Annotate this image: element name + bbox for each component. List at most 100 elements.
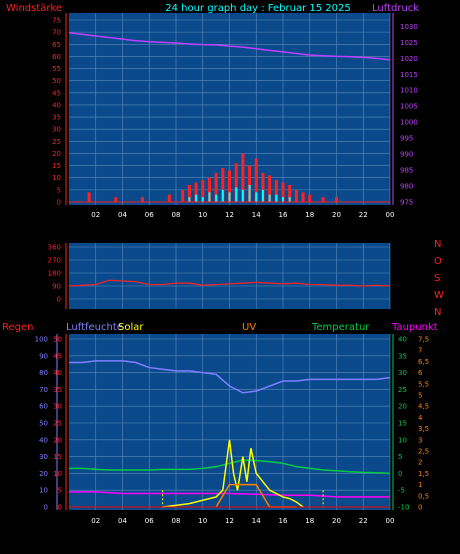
panel1-left-tick: 35 bbox=[52, 114, 61, 122]
panel1-x-tick: 22 bbox=[359, 211, 368, 219]
panel1-left-tick: 50 bbox=[52, 77, 61, 85]
wind-bar bbox=[207, 177, 211, 202]
panel3-temp-tick: 0 bbox=[398, 470, 402, 478]
wind-direction-line bbox=[68, 279, 391, 287]
rain-label: Regen bbox=[2, 322, 34, 333]
panel3-uv-tick: 1,5 bbox=[418, 470, 429, 478]
panel3-rain-tick: 25 bbox=[53, 420, 62, 428]
panel2-compass-label: S bbox=[434, 273, 440, 284]
panel3-uv-tick: 5,5 bbox=[418, 380, 429, 388]
uv-label: UV bbox=[242, 322, 256, 333]
panel3-left-tick: 90 bbox=[39, 352, 48, 360]
gust-bar bbox=[288, 197, 291, 202]
panel1-x-tick: 14 bbox=[252, 211, 261, 219]
panel3-temp-tick: 40 bbox=[398, 336, 407, 344]
panel3-rain-tick: 5 bbox=[58, 487, 62, 495]
panel1-left-tick: 20 bbox=[52, 150, 61, 158]
panel3-x-tick: 02 bbox=[91, 517, 100, 525]
dewpoint-label: Taupunkt bbox=[391, 322, 438, 333]
solar-line bbox=[162, 439, 304, 508]
panel2-left-tick: 90 bbox=[52, 283, 61, 291]
wind-bar bbox=[234, 163, 238, 202]
panel1-right-tick: 980 bbox=[400, 183, 413, 191]
panel1-right-tick: 1005 bbox=[400, 103, 418, 111]
panel3-uv-tick: 3,5 bbox=[418, 425, 429, 433]
panel1-right-tick: 995 bbox=[400, 135, 413, 143]
panel3-rain-tick: 30 bbox=[53, 403, 62, 411]
wind-bar bbox=[201, 180, 205, 202]
wind-bar bbox=[167, 194, 171, 202]
panel3-uv-tick: 2 bbox=[418, 459, 422, 467]
panel3-x-tick: 18 bbox=[305, 517, 314, 525]
wind-bar bbox=[248, 165, 252, 202]
left-axis-title: Windstärke bbox=[6, 3, 62, 14]
gust-bar bbox=[208, 192, 211, 202]
panel3-uv-tick: 7 bbox=[418, 347, 422, 355]
panel3-left-tick: 0 bbox=[44, 504, 48, 512]
panel1-left-tick: 55 bbox=[52, 65, 61, 73]
panel1-x-tick: 12 bbox=[225, 211, 234, 219]
panel3-uv-tick: 0,5 bbox=[418, 492, 429, 500]
wind-bar bbox=[87, 192, 91, 202]
panel3-uv-tick: 5 bbox=[418, 392, 422, 400]
panel3-temp-tick: 10 bbox=[398, 436, 407, 444]
panel1-left-tick: 15 bbox=[52, 162, 61, 170]
panel3-left-tick: 100 bbox=[35, 336, 48, 344]
humidity-label: Luftfeuchte bbox=[66, 322, 123, 333]
gust-bar bbox=[282, 197, 284, 202]
panel3-temp-tick: 30 bbox=[398, 369, 407, 377]
panel1-x-tick: 04 bbox=[118, 211, 127, 219]
wind-bar bbox=[181, 189, 185, 202]
panel1-right-tick: 1015 bbox=[400, 71, 418, 79]
panel1-x-tick: 02 bbox=[91, 211, 100, 219]
panel3-temp-tick: 20 bbox=[398, 403, 407, 411]
panel1-right-tick: 1020 bbox=[400, 55, 418, 63]
panel3-left-tick: 30 bbox=[39, 453, 48, 461]
panel2-compass-label: W bbox=[434, 290, 444, 301]
panel3-temp-tick: 25 bbox=[398, 386, 407, 394]
panel1-x-tick: 20 bbox=[332, 211, 341, 219]
wind-bar bbox=[114, 197, 118, 202]
panel3-rain-tick: 10 bbox=[53, 470, 62, 478]
wind-bar bbox=[274, 180, 278, 202]
panel3-uv-tick: 7,5 bbox=[418, 336, 429, 344]
panel1-right-tick: 990 bbox=[400, 151, 413, 159]
wind-bar bbox=[268, 175, 272, 202]
panel1-right-tick: 1000 bbox=[400, 119, 418, 127]
gust-bar bbox=[228, 192, 231, 202]
wind-bar bbox=[187, 185, 191, 202]
panel1-left-tick: 10 bbox=[52, 174, 61, 182]
wind-bar bbox=[321, 197, 325, 202]
wind-bar bbox=[335, 197, 338, 202]
panel1-right-tick: 1025 bbox=[400, 39, 418, 47]
panel3-x-tick: 16 bbox=[279, 517, 288, 525]
panel1-x-tick: 18 bbox=[305, 211, 314, 219]
panel3-temp-tick: -10 bbox=[398, 504, 409, 512]
panel1-left-tick: 5 bbox=[57, 186, 61, 194]
gust-bar bbox=[241, 189, 244, 202]
panel3-uv-tick: 6 bbox=[418, 369, 423, 377]
panel3-x-tick: 00 bbox=[386, 517, 395, 525]
gust-bar bbox=[195, 194, 198, 202]
panel1-left-tick: 40 bbox=[52, 101, 61, 109]
gust-bar bbox=[275, 194, 278, 202]
gust-bar bbox=[248, 185, 251, 202]
panel1-x-tick: 00 bbox=[386, 211, 395, 219]
panel3-temp-tick: -5 bbox=[398, 487, 405, 495]
panel3-left-tick: 10 bbox=[39, 487, 48, 495]
panel1-left-tick: 65 bbox=[52, 41, 61, 49]
panel2-compass-label: N bbox=[434, 307, 441, 318]
panel3-uv-tick: 1 bbox=[418, 481, 422, 489]
panel3-rain-tick: 20 bbox=[53, 436, 62, 444]
gust-bar bbox=[215, 194, 218, 202]
panel1-right-tick: 1010 bbox=[400, 87, 418, 95]
panel3-x-tick: 08 bbox=[172, 517, 181, 525]
wind-bar bbox=[228, 170, 231, 202]
gust-bar bbox=[201, 197, 204, 202]
pressure-line bbox=[68, 32, 391, 61]
panel3-x-tick: 06 bbox=[145, 517, 154, 525]
panel3-uv-tick: 4 bbox=[418, 414, 423, 422]
panel3-uv-tick: 3 bbox=[418, 436, 422, 444]
temperature-line bbox=[69, 459, 391, 475]
wind-bar bbox=[241, 153, 245, 202]
